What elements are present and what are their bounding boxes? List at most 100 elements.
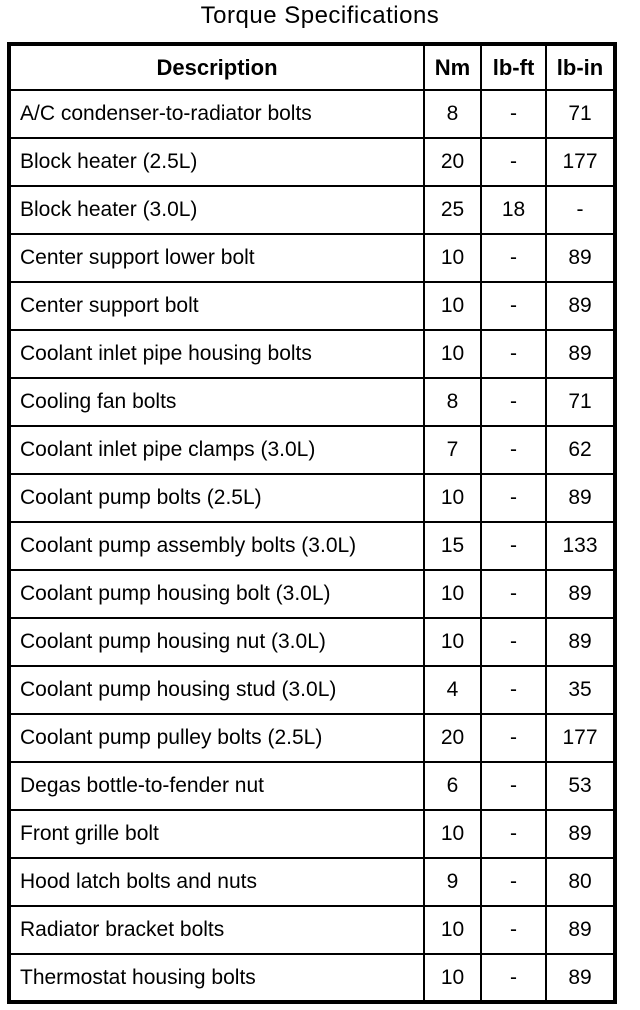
table-row: Coolant pump bolts (2.5L) 10-89 bbox=[8, 473, 616, 523]
lb-ft-cell: - bbox=[480, 905, 547, 955]
nm-cell: 4 bbox=[423, 665, 482, 715]
nm-cell: 15 bbox=[423, 521, 482, 571]
table-row: Coolant pump housing stud (3.0L) 4-35 bbox=[8, 665, 616, 715]
table-row: A/C condenser-to-radiator bolts 8-71 bbox=[8, 89, 616, 139]
description-cell: Degas bottle-to-fender nut bbox=[8, 761, 425, 811]
lb-in-cell: 89 bbox=[545, 281, 616, 331]
lb-ft-cell: - bbox=[480, 617, 547, 667]
table-row: Coolant pump housing nut (3.0L) 10-89 bbox=[8, 617, 616, 667]
nm-cell: 10 bbox=[423, 281, 482, 331]
table-row: Block heater (2.5L) 20-177 bbox=[8, 137, 616, 187]
header-nm: Nm bbox=[423, 43, 482, 91]
lb-in-cell: 177 bbox=[545, 713, 616, 763]
nm-cell: 10 bbox=[423, 809, 482, 859]
lb-ft-cell: - bbox=[480, 569, 547, 619]
nm-cell: 10 bbox=[423, 905, 482, 955]
description-cell: Center support lower bolt bbox=[8, 233, 425, 283]
description-cell: Hood latch bolts and nuts bbox=[8, 857, 425, 907]
lb-in-cell: 71 bbox=[545, 89, 616, 139]
lb-ft-cell: - bbox=[480, 953, 547, 1003]
nm-cell: 8 bbox=[423, 377, 482, 427]
nm-cell: 10 bbox=[423, 233, 482, 283]
lb-in-cell: - bbox=[545, 185, 616, 235]
table-row: Center support bolt 10-89 bbox=[8, 281, 616, 331]
table-row: Radiator bracket bolts 10-89 bbox=[8, 905, 616, 955]
nm-cell: 20 bbox=[423, 137, 482, 187]
nm-cell: 10 bbox=[423, 329, 482, 379]
table-row: Thermostat housing bolts 10-89 bbox=[8, 953, 616, 1003]
header-description: Description bbox=[8, 43, 425, 91]
lb-in-cell: 89 bbox=[545, 329, 616, 379]
lb-in-cell: 89 bbox=[545, 233, 616, 283]
table-row: Degas bottle-to-fender nut 6-53 bbox=[8, 761, 616, 811]
table-row: Block heater (3.0L) 25 18- bbox=[8, 185, 616, 235]
lb-ft-cell: - bbox=[480, 281, 547, 331]
nm-cell: 7 bbox=[423, 425, 482, 475]
lb-in-cell: 71 bbox=[545, 377, 616, 427]
lb-ft-cell: - bbox=[480, 329, 547, 379]
lb-ft-cell: - bbox=[480, 665, 547, 715]
lb-ft-cell: - bbox=[480, 137, 547, 187]
nm-cell: 6 bbox=[423, 761, 482, 811]
description-cell: Coolant pump pulley bolts (2.5L) bbox=[8, 713, 425, 763]
description-cell: Center support bolt bbox=[8, 281, 425, 331]
table-row: Coolant inlet pipe clamps (3.0L) 7-62 bbox=[8, 425, 616, 475]
description-cell: Coolant pump housing bolt (3.0L) bbox=[8, 569, 425, 619]
lb-in-cell: 89 bbox=[545, 809, 616, 859]
nm-cell: 10 bbox=[423, 617, 482, 667]
description-cell: Front grille bolt bbox=[8, 809, 425, 859]
lb-ft-cell: - bbox=[480, 713, 547, 763]
nm-cell: 10 bbox=[423, 569, 482, 619]
description-cell: A/C condenser-to-radiator bolts bbox=[8, 89, 425, 139]
lb-in-cell: 133 bbox=[545, 521, 616, 571]
nm-cell: 20 bbox=[423, 713, 482, 763]
nm-cell: 8 bbox=[423, 89, 482, 139]
description-cell: Coolant pump assembly bolts (3.0L) bbox=[8, 521, 425, 571]
description-cell: Thermostat housing bolts bbox=[8, 953, 425, 1003]
lb-ft-cell: - bbox=[480, 473, 547, 523]
description-cell: Coolant pump housing stud (3.0L) bbox=[8, 665, 425, 715]
description-cell: Coolant pump bolts (2.5L) bbox=[8, 473, 425, 523]
lb-ft-cell: - bbox=[480, 809, 547, 859]
nm-cell: 25 bbox=[423, 185, 482, 235]
lb-in-cell: 80 bbox=[545, 857, 616, 907]
nm-cell: 10 bbox=[423, 473, 482, 523]
lb-in-cell: 89 bbox=[545, 953, 616, 1003]
lb-ft-cell: - bbox=[480, 425, 547, 475]
lb-in-cell: 62 bbox=[545, 425, 616, 475]
torque-specifications-table: Description Nm lb-ft lb-in A/C condenser… bbox=[7, 42, 617, 1004]
description-cell: Block heater (3.0L) bbox=[8, 185, 425, 235]
description-cell: Coolant inlet pipe clamps (3.0L) bbox=[8, 425, 425, 475]
table-row: Hood latch bolts and nuts 9-80 bbox=[8, 857, 616, 907]
lb-ft-cell: 18 bbox=[480, 185, 547, 235]
lb-in-cell: 35 bbox=[545, 665, 616, 715]
table-row: Cooling fan bolts 8-71 bbox=[8, 377, 616, 427]
nm-cell: 9 bbox=[423, 857, 482, 907]
description-cell: Radiator bracket bolts bbox=[8, 905, 425, 955]
nm-cell: 10 bbox=[423, 953, 482, 1003]
lb-ft-cell: - bbox=[480, 377, 547, 427]
header-lb-ft: lb-ft bbox=[480, 43, 547, 91]
lb-in-cell: 177 bbox=[545, 137, 616, 187]
lb-ft-cell: - bbox=[480, 89, 547, 139]
table-row: Coolant inlet pipe housing bolts 10-89 bbox=[8, 329, 616, 379]
lb-ft-cell: - bbox=[480, 761, 547, 811]
description-cell: Block heater (2.5L) bbox=[8, 137, 425, 187]
page-title: Torque Specifications bbox=[200, 2, 440, 29]
description-cell: Cooling fan bolts bbox=[8, 377, 425, 427]
table-row: Center support lower bolt 10-89 bbox=[8, 233, 616, 283]
description-cell: Coolant inlet pipe housing bolts bbox=[8, 329, 425, 379]
table-row: Coolant pump pulley bolts (2.5L) 20-177 bbox=[8, 713, 616, 763]
table-row: Coolant pump housing bolt (3.0L) 10-89 bbox=[8, 569, 616, 619]
lb-in-cell: 53 bbox=[545, 761, 616, 811]
lb-in-cell: 89 bbox=[545, 473, 616, 523]
lb-in-cell: 89 bbox=[545, 617, 616, 667]
description-cell: Coolant pump housing nut (3.0L) bbox=[8, 617, 425, 667]
lb-in-cell: 89 bbox=[545, 905, 616, 955]
header-lb-in: lb-in bbox=[545, 43, 616, 91]
lb-ft-cell: - bbox=[480, 857, 547, 907]
table-row: Coolant pump assembly bolts (3.0L) 15-133 bbox=[8, 521, 616, 571]
lb-in-cell: 89 bbox=[545, 569, 616, 619]
lb-ft-cell: - bbox=[480, 233, 547, 283]
